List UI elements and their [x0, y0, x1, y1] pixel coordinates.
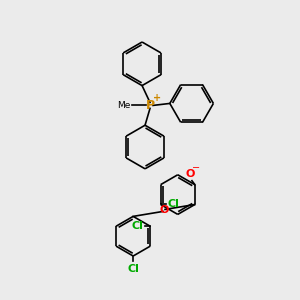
Text: Cl: Cl — [127, 264, 139, 274]
Text: O: O — [185, 169, 195, 179]
Text: +: + — [153, 94, 161, 103]
Text: Cl: Cl — [167, 200, 179, 209]
Text: −: − — [192, 163, 200, 173]
Text: O: O — [159, 206, 169, 215]
Text: P: P — [146, 99, 154, 112]
Text: Me: Me — [117, 101, 130, 110]
Text: Cl: Cl — [131, 221, 143, 231]
